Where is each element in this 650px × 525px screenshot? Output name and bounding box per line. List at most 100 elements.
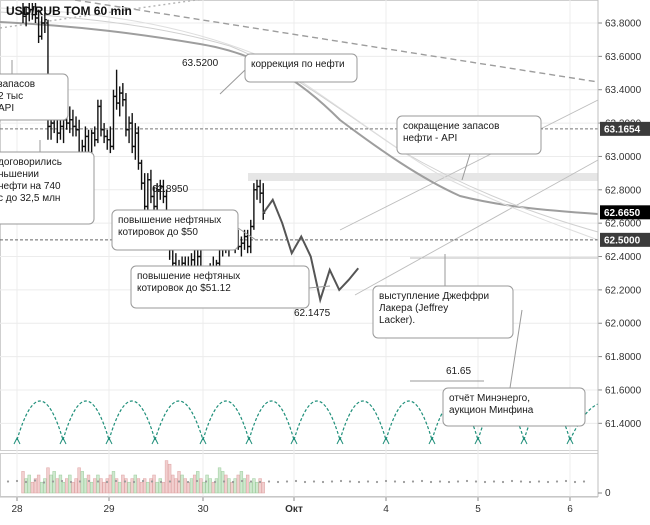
volume-bar [55,478,59,494]
level-label-61-65: 61.65 [446,366,471,377]
moving-average-thin-1 [0,11,599,233]
cycle-marker [290,436,298,445]
volume-bar [108,474,113,494]
volume-bar [183,478,187,494]
volume-average-dot [15,479,19,483]
callout-text: с до 32,5 млн [0,193,60,204]
volume-bar [77,467,81,494]
volume-bar [121,474,125,494]
volume-bar [211,481,215,494]
candlesticks [21,2,266,299]
price-badge [600,121,650,136]
volume-average-dot [258,480,262,484]
volume-average-dot [582,480,586,483]
volume-bar [93,478,97,494]
volume-average-dot [303,480,307,484]
callout-pointer [461,153,471,181]
volume-average-dot [465,479,469,483]
cycle-arc [16,400,64,441]
volume-bar [152,474,156,494]
callout-text: отчёт Минэнерго, [449,393,530,404]
volume-bar [139,481,144,494]
volume-bar [86,474,91,494]
price-badge-label: 62.6650 [604,208,641,219]
callout-text: выступление Джеффри [379,290,489,302]
callout-text: сокращение запасов [403,121,499,132]
x-tick-label: 5 [475,504,481,515]
volume-average-dot [348,480,352,483]
projection-line [262,197,360,304]
volume-bar [236,474,240,494]
volume-bar [127,481,131,494]
volume-bar [217,467,222,494]
cycle-marker [199,436,207,445]
volume-average-dot [141,479,145,483]
callout-text: нефти - API [403,132,457,144]
callout-text: Lacker). [379,315,415,326]
volume-bar [208,478,212,494]
volume-average-dot [330,480,334,483]
price-badge-label: 63.1654 [604,124,641,135]
volume-average-dot [546,480,550,484]
volume-bar [167,463,172,494]
volume-average-dot [294,479,298,483]
volume-average-dot [474,480,478,483]
cycle-arc [62,400,110,441]
cycle-marker [105,436,113,445]
volume-bar [68,474,72,494]
volume-bar [186,481,191,494]
callout-text: ньшении [0,169,39,180]
cycle-marker [13,436,21,445]
volume-average-dot [249,480,253,483]
cycle-arc [339,400,387,441]
volume-average-dot [123,480,127,483]
x-tick-label: 4 [383,504,389,515]
channel-upper-line [339,99,599,231]
volume-average-dot [69,480,73,484]
volume-average-dot [411,480,415,483]
volume-average-dot [42,481,46,484]
y-tick-label: 63.6000 [605,52,642,63]
volume-average-dot [366,480,370,483]
volume-average-dot [87,479,91,483]
volume-bar [21,471,25,494]
volume-average-dot [447,480,451,484]
volume-bar [171,474,175,494]
volume-bar [33,478,38,494]
trend-lines [0,0,599,296]
y-tick-label: 63.4000 [605,85,642,96]
volume-bar [114,478,119,494]
cycle-marker [382,436,390,445]
price-levels: 63.5200 62.8950 62.1475 61.65 [0,58,598,382]
callout-text: 2 тыс [0,91,23,102]
x-tick-label: 29 [103,504,115,515]
y-tick-label: 63.8000 [605,19,642,30]
volume-bar [46,467,50,494]
callout-box [442,387,586,427]
volume-bar [252,478,256,494]
volume-average-dot [222,480,226,483]
volume-bar [130,478,134,494]
volume-average-dot [24,480,28,484]
y-tick-label: 62.8000 [605,185,642,196]
volume-bar [27,474,31,494]
volume-bar [61,481,66,494]
volume-bar [49,474,53,494]
volume-bar [205,474,209,494]
volume-bar [149,478,153,494]
volume-average-dot [33,479,37,482]
volume-bar [96,474,100,494]
volume-average-dot [51,480,55,483]
volume-average-dot [213,480,217,484]
cycle-marker [566,436,574,445]
volume-average-dot [375,480,379,484]
volume-bar [202,481,206,494]
y-tick-label: 62.4000 [605,252,642,263]
volume-average-dot [321,480,325,484]
y-tick-label: 62.0000 [605,319,642,330]
volume-bar [192,474,197,494]
